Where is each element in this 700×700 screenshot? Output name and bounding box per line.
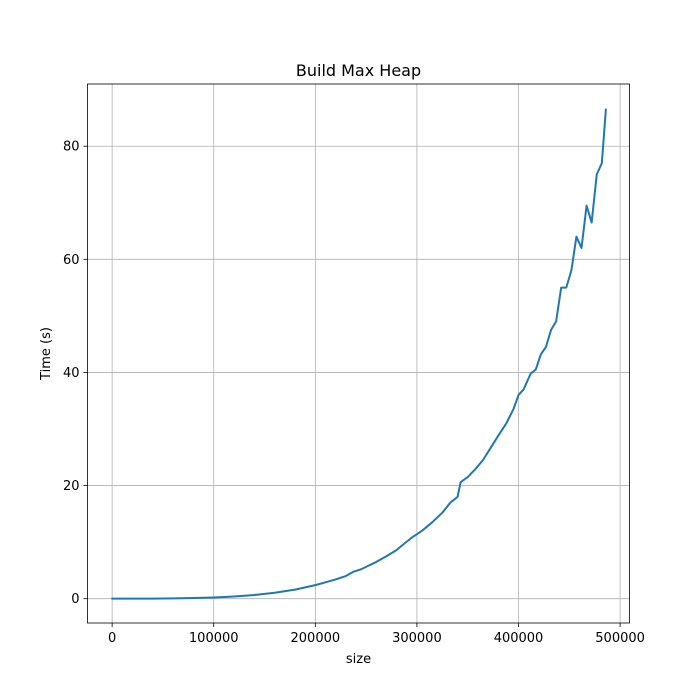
plot-frame bbox=[87, 83, 630, 624]
x-tick-label: 0 bbox=[108, 631, 116, 646]
y-tick-label: 40 bbox=[63, 366, 80, 381]
x-tick-label: 200000 bbox=[291, 631, 341, 646]
x-axis: 0 100000 200000 300000 400000 500000 bbox=[108, 623, 645, 646]
series-layer bbox=[111, 108, 607, 600]
y-tick-label: 80 bbox=[63, 140, 80, 155]
y-tick-label: 20 bbox=[63, 479, 80, 494]
x-tick-label: 100000 bbox=[189, 631, 239, 646]
y-tick-label: 60 bbox=[63, 253, 80, 268]
y-tick-label: 0 bbox=[71, 592, 79, 607]
y-axis: 0 20 40 60 80 bbox=[63, 140, 88, 607]
y-axis-label: Time (s) bbox=[39, 327, 54, 381]
chart-title: Build Max Heap bbox=[296, 61, 421, 80]
x-axis-label: size bbox=[346, 652, 371, 667]
x-tick-label: 300000 bbox=[392, 631, 442, 646]
x-tick-label: 400000 bbox=[494, 631, 544, 646]
series-line bbox=[111, 108, 607, 600]
x-tick-label: 500000 bbox=[595, 631, 645, 646]
